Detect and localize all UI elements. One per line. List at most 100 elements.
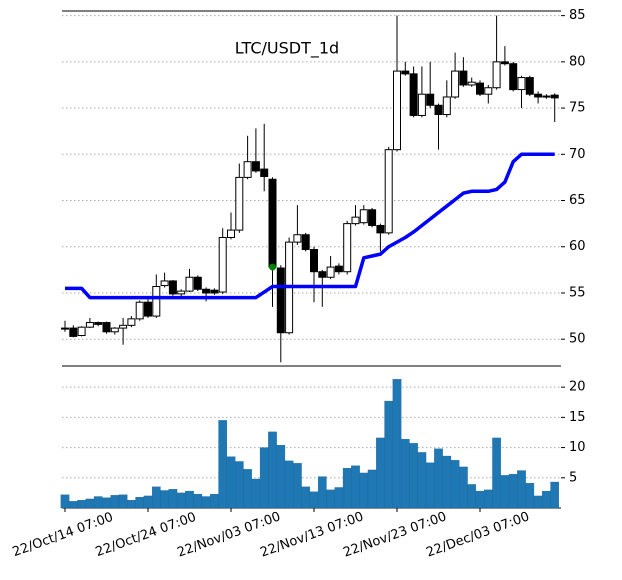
- candle-body: [393, 70, 401, 151]
- y-tick-label: 55: [569, 285, 586, 300]
- bar: [442, 455, 452, 509]
- y-tick-label: 15: [569, 410, 586, 425]
- bar: [226, 456, 236, 509]
- bar: [326, 489, 335, 509]
- candle-body: [500, 61, 509, 65]
- bar: [201, 496, 211, 509]
- bar: [143, 495, 153, 509]
- candle-body: [85, 322, 94, 328]
- bar: [309, 491, 319, 509]
- bar: [168, 489, 178, 509]
- candle-body: [542, 95, 551, 98]
- candle-body: [110, 327, 119, 333]
- bar: [102, 497, 111, 509]
- candle-body: [376, 224, 385, 234]
- bar: [151, 486, 161, 509]
- bar: [417, 452, 427, 509]
- y-tick-label: 60: [569, 239, 586, 254]
- candle-body: [251, 161, 260, 172]
- y-tick-label: 80: [569, 54, 586, 69]
- bar: [450, 460, 460, 509]
- bar: [69, 501, 78, 509]
- candle-body: [301, 234, 310, 251]
- bar: [359, 472, 369, 509]
- bar: [425, 462, 435, 509]
- bar: [550, 481, 559, 509]
- bar: [93, 496, 103, 509]
- candle-body: [517, 77, 526, 91]
- bar: [434, 448, 443, 509]
- y-tick-label: 10: [569, 440, 586, 455]
- candle-body: [384, 149, 393, 234]
- bar: [384, 400, 393, 509]
- candle-body: [401, 70, 410, 75]
- candle-body: [61, 327, 69, 330]
- candle-body: [409, 73, 418, 116]
- y-tick-label: 50: [569, 332, 586, 347]
- candle-body: [77, 326, 86, 336]
- candle-body: [210, 289, 219, 294]
- bar: [259, 447, 269, 509]
- bar: [342, 467, 352, 509]
- candle-body: [434, 104, 443, 116]
- marker: [269, 263, 276, 271]
- bar: [542, 490, 551, 509]
- y-tick-label: 20: [569, 380, 586, 395]
- candle-body: [243, 161, 252, 178]
- candle-body: [218, 236, 227, 293]
- chart-title: LTC/USDT_1d: [235, 39, 339, 59]
- candle-body: [343, 223, 352, 273]
- candle-body: [442, 96, 451, 116]
- bar: [60, 494, 70, 509]
- candle-body: [276, 267, 285, 334]
- bar: [351, 465, 360, 509]
- bar: [160, 490, 169, 509]
- candle-body: [534, 93, 543, 98]
- bar: [376, 437, 385, 509]
- bar: [525, 483, 535, 509]
- bar: [334, 487, 344, 509]
- bar: [185, 490, 194, 509]
- bar: [77, 499, 86, 509]
- bar: [176, 492, 186, 509]
- bar: [517, 470, 526, 509]
- bar: [110, 495, 120, 509]
- candle-body: [467, 81, 476, 86]
- candle-body: [525, 77, 534, 95]
- bar: [508, 474, 518, 509]
- candle-body: [168, 280, 177, 295]
- bar: [483, 489, 493, 509]
- bar: [118, 494, 128, 509]
- bar: [268, 431, 277, 509]
- candle-body: [310, 249, 318, 273]
- candle-body: [293, 234, 302, 243]
- bar: [409, 443, 418, 509]
- bar: [85, 498, 95, 509]
- bar: [243, 469, 252, 509]
- line: [65, 152, 555, 300]
- candle-body: [127, 318, 136, 326]
- candle-body: [94, 322, 103, 325]
- candle-body: [359, 209, 368, 224]
- bar: [284, 460, 294, 509]
- y-tick-label: 70: [569, 147, 586, 162]
- candle-body: [119, 324, 128, 329]
- candle-body: [368, 209, 377, 226]
- candle-body: [235, 176, 244, 231]
- candle-body: [193, 276, 202, 290]
- candle-body: [334, 265, 343, 273]
- bar: [392, 379, 402, 509]
- candle-body: [177, 290, 186, 295]
- y-tick-label: 65: [569, 193, 586, 208]
- candle-body: [509, 63, 518, 91]
- candle-body: [144, 301, 152, 317]
- candle-body: [484, 87, 493, 95]
- candle-body: [185, 276, 194, 292]
- bar: [500, 475, 510, 509]
- candle-body: [202, 288, 211, 294]
- bar: [135, 496, 145, 509]
- candle-body: [69, 327, 78, 337]
- bar: [127, 499, 136, 509]
- bar: [301, 486, 310, 509]
